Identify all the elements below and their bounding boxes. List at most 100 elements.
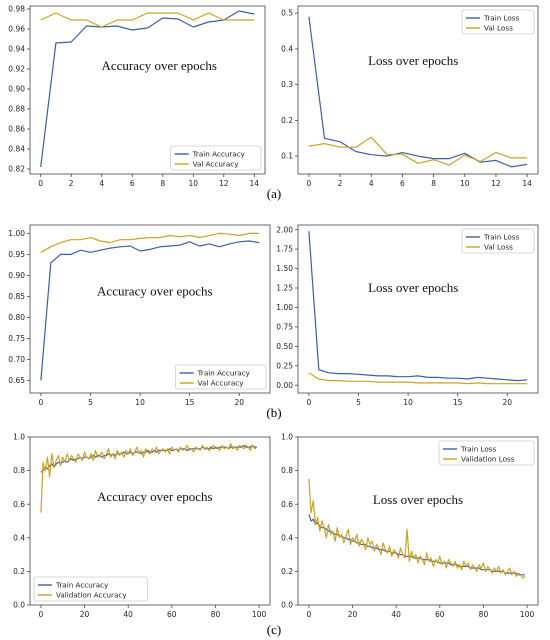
y-tick-label: 0.96 [8, 25, 25, 34]
y-tick-label: 1.75 [276, 245, 293, 254]
y-tick-label: 0.70 [8, 355, 25, 364]
caption-a: (a) [266, 186, 282, 201]
x-tick-label: 20 [234, 398, 244, 407]
legend-label-train: Train Accuracy [192, 150, 246, 159]
legend-label-train: Train Loss [460, 445, 497, 454]
y-tick-label: 1.00 [276, 303, 293, 312]
series-line-train [308, 231, 528, 382]
plot-frame [29, 224, 271, 394]
caption-b: (b) [266, 405, 282, 420]
chart-annotation: Accuracy over epochs [97, 489, 213, 504]
legend-label-train: Train Loss [483, 14, 520, 23]
x-tick-label: 6 [400, 179, 405, 188]
plot-frame [29, 5, 266, 175]
y-tick-label: 0.98 [8, 5, 25, 14]
chart-annotation: Loss over epochs [373, 492, 463, 507]
x-tick-label: 5 [356, 398, 361, 407]
plot-frame [297, 224, 539, 394]
x-tick-label: 40 [123, 610, 133, 619]
legend-label-val: Validation Accuracy [56, 591, 127, 600]
x-tick-label: 15 [453, 398, 463, 407]
y-tick-label: 0.4 [281, 533, 293, 542]
legend-label-val: Val Accuracy [198, 379, 245, 388]
series-line-val [40, 232, 260, 253]
chart-annotation: Accuracy over epochs [102, 58, 218, 73]
series-line-val [40, 443, 258, 513]
chart-annotation: Loss over epochs [368, 53, 458, 68]
x-tick-label: 0 [307, 179, 312, 188]
y-tick-label: 0.3 [281, 80, 293, 89]
y-tick-label: 1.0 [13, 433, 25, 442]
series-line-val [308, 136, 528, 166]
y-tick-label: 0.4 [281, 44, 293, 53]
x-tick-label: 0 [307, 610, 312, 619]
x-tick-label: 0 [307, 398, 312, 407]
x-tick-label: 2 [338, 179, 343, 188]
legend-label-train: Train Accuracy [55, 581, 109, 590]
y-tick-label: 1.00 [8, 229, 25, 238]
x-tick-label: 40 [391, 610, 401, 619]
y-tick-label: 0.8 [13, 466, 25, 475]
x-tick-label: 4 [99, 179, 104, 188]
y-tick-label: 0.75 [8, 334, 25, 343]
y-tick-label: 0.2 [13, 567, 25, 576]
x-tick-label: 10 [189, 179, 199, 188]
x-tick-label: 12 [219, 179, 229, 188]
y-tick-label: 0.88 [8, 105, 25, 114]
x-tick-label: 20 [348, 610, 358, 619]
y-tick-label: 1.25 [276, 284, 293, 293]
y-tick-label: 0.65 [8, 376, 25, 385]
x-tick-label: 8 [431, 179, 436, 188]
plot-frame [29, 436, 271, 606]
y-tick-label: 0.90 [8, 271, 25, 280]
legend-box [170, 145, 262, 171]
chart-annotation: Loss over epochs [368, 280, 458, 295]
x-tick-label: 2 [69, 179, 74, 188]
legend-label-val: Val Loss [484, 243, 513, 252]
y-tick-label: 0.82 [8, 165, 25, 174]
legend-label-train: Train Accuracy [197, 369, 251, 378]
chart-panel-3: 0 5 10 15 20 0.65 0.70 0.75 0.80 0.85 0.90 0.95 1.00… [8, 224, 271, 407]
y-tick-label: 0.50 [276, 342, 293, 351]
y-tick-label: 0.90 [8, 85, 25, 94]
series-line-val [308, 478, 526, 579]
series-line-train [308, 514, 525, 576]
x-tick-label: 12 [491, 179, 501, 188]
y-tick-label: 0.94 [8, 45, 25, 54]
y-tick-label: 1.0 [281, 433, 293, 442]
y-tick-label: 1.50 [276, 264, 293, 273]
x-tick-label: 14 [250, 179, 260, 188]
y-tick-label: 0.0 [13, 601, 25, 610]
x-tick-label: 6 [130, 179, 135, 188]
y-tick-label: 2.00 [276, 225, 293, 234]
x-tick-label: 10 [135, 398, 145, 407]
y-tick-label: 0.84 [8, 145, 25, 154]
y-tick-label: 0.8 [281, 466, 293, 475]
x-tick-label: 20 [502, 398, 512, 407]
x-tick-label: 0 [38, 179, 43, 188]
x-tick-label: 10 [403, 398, 413, 407]
legend-label-val: Validation Loss [461, 455, 515, 464]
series-line-train [40, 240, 260, 381]
caption-c: (c) [266, 622, 282, 637]
x-tick-label: 0 [39, 398, 44, 407]
chart-panel-6: 0 20 40 60 80 100 0.0 0.2 0.4 0.6 0.8 1.0 Loss over … [281, 433, 539, 619]
x-tick-label: 4 [369, 179, 374, 188]
series-line-train [40, 10, 255, 168]
y-tick-label: 0.2 [281, 567, 293, 576]
x-tick-label: 8 [160, 179, 165, 188]
legend-box [33, 576, 148, 602]
series-line-val [308, 372, 528, 385]
x-tick-label: 14 [522, 179, 532, 188]
plot-frame [297, 436, 539, 606]
y-tick-label: 0.4 [13, 533, 25, 542]
y-tick-label: 0.5 [281, 9, 293, 18]
y-tick-label: 0.75 [276, 322, 293, 331]
x-tick-label: 15 [185, 398, 195, 407]
y-tick-label: 0.00 [276, 381, 293, 390]
